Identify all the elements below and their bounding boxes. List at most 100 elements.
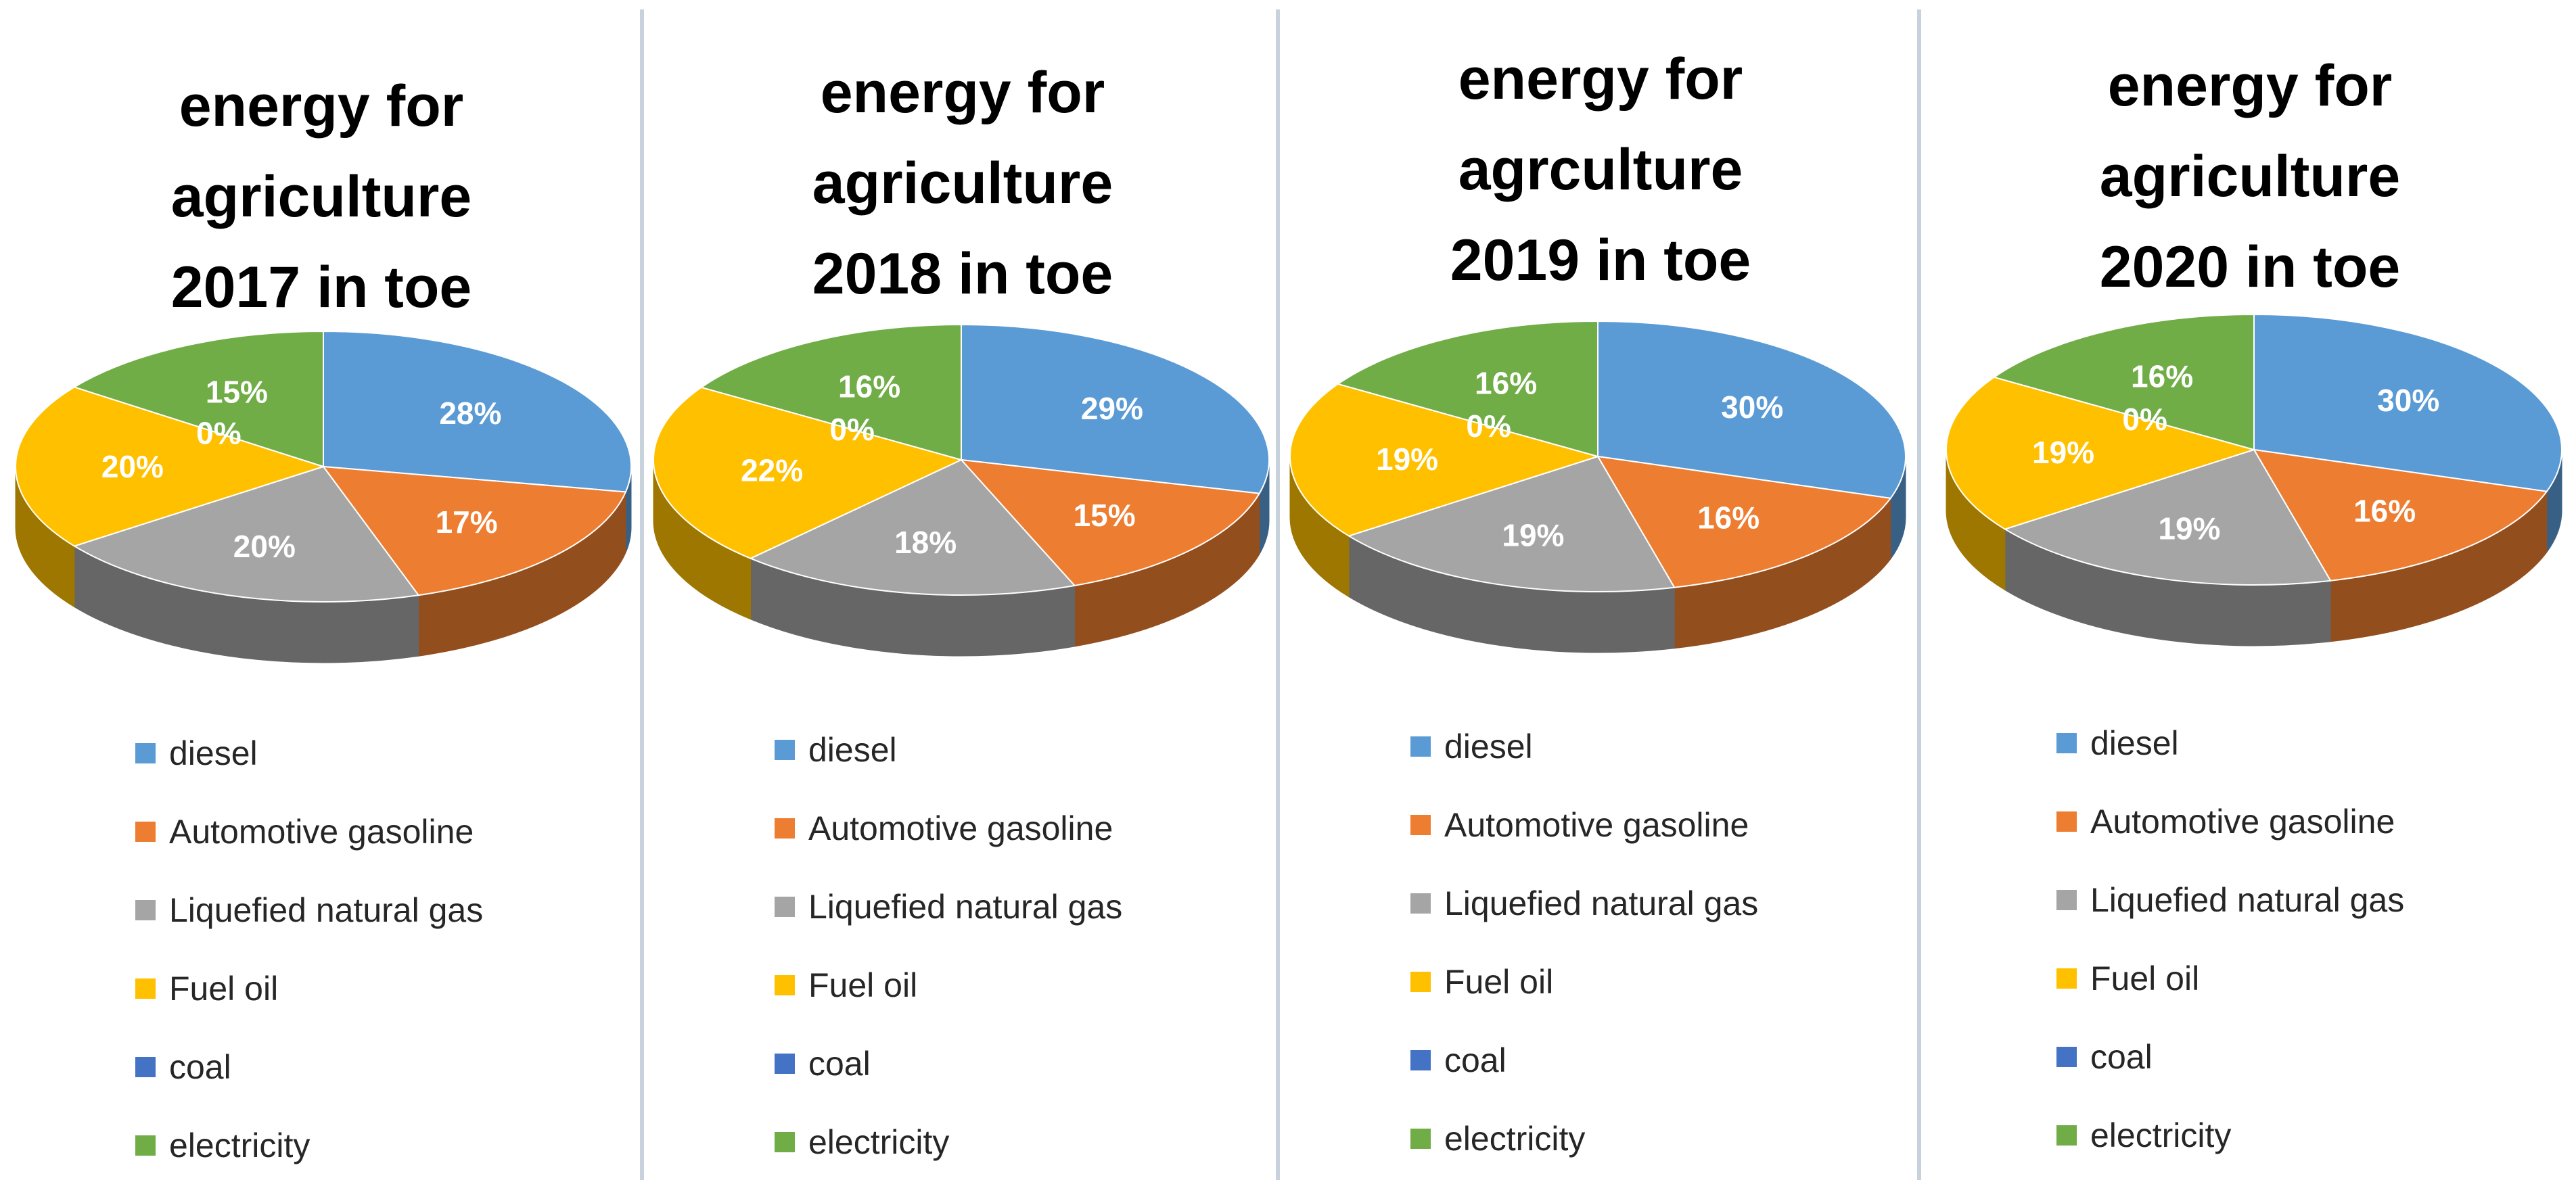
chart-title-line: 2017 in toe xyxy=(170,255,472,320)
data-label-diesel: 30% xyxy=(2377,383,2439,418)
legend-label: Fuel oil xyxy=(808,966,918,1004)
pie-slice-automotive-gasoline xyxy=(1596,455,1892,588)
chart-title-line: 2020 in toe xyxy=(2099,235,2401,300)
legend-item-liquefied-natural-gas: Liquefied natural gas xyxy=(2056,880,2404,920)
legend-label: Automotive gasoline xyxy=(808,809,1113,847)
pie-slice-liquefied-natural-gas xyxy=(2003,448,2332,586)
data-label-coal: 0% xyxy=(2122,402,2167,437)
legend-item-electricity: electricity xyxy=(775,1123,949,1162)
legend-item-liquefied-natural-gas: Liquefied natural gas xyxy=(135,891,483,930)
legend-swatch xyxy=(135,743,156,763)
legend-swatch xyxy=(2056,811,2077,832)
panel-divider xyxy=(640,9,644,1180)
legend-swatch xyxy=(2056,1125,2077,1146)
legend-item-coal: coal xyxy=(2056,1037,2153,1077)
pie-slice-fuel-oil xyxy=(1289,383,1601,537)
legend-label: Liquefied natural gas xyxy=(808,888,1123,926)
pie-slice-liquefied-natural-gas xyxy=(72,465,420,603)
legend-label: diesel xyxy=(169,734,258,772)
legend-item-electricity: electricity xyxy=(2056,1116,2231,1155)
legend-item-liquefied-natural-gas: Liquefied natural gas xyxy=(775,887,1122,926)
legend-swatch xyxy=(135,1135,156,1156)
data-label-electricity: 16% xyxy=(838,369,900,404)
legend-item-automotive-gasoline: Automotive gasoline xyxy=(775,809,1113,848)
legend-swatch xyxy=(775,740,795,760)
legend-label: coal xyxy=(808,1045,871,1083)
legend-swatch xyxy=(1410,972,1431,992)
legend-swatch xyxy=(775,818,795,839)
pie-slice-diesel xyxy=(1597,320,1906,499)
legend-swatch xyxy=(135,1057,156,1077)
pie-slice-electricity xyxy=(1336,320,1598,458)
legend-swatch xyxy=(1410,1129,1431,1149)
pie-slice-electricity xyxy=(1992,313,2255,451)
legend-item-diesel: diesel xyxy=(2056,724,2179,763)
legend-item-fuel-oil: Fuel oil xyxy=(135,969,278,1008)
legend-swatch xyxy=(775,1054,795,1074)
panel-divider xyxy=(1276,9,1280,1180)
chart-title-line: energy for xyxy=(820,60,1105,125)
chart-title-line: energy for xyxy=(179,74,464,139)
legend-label: Fuel oil xyxy=(2090,960,2200,997)
legend-label: Liquefied natural gas xyxy=(1444,884,1759,922)
chart-title-line: 2019 in toe xyxy=(1450,228,1751,293)
legend-swatch xyxy=(1410,736,1431,757)
chart-title: energy for agrculture 2019 in toe xyxy=(1283,34,1918,306)
legend-item-electricity: electricity xyxy=(1410,1119,1585,1158)
legend-label: Fuel oil xyxy=(169,970,279,1008)
data-label-electricity: 16% xyxy=(2131,358,2193,394)
data-label-liquefied-natural-gas: 20% xyxy=(233,529,296,564)
chart-title-line: agriculture xyxy=(812,151,1113,216)
pie-slice-diesel xyxy=(323,330,632,493)
legend-label: electricity xyxy=(808,1123,950,1161)
legend-label: Automotive gasoline xyxy=(1444,806,1749,844)
legend-item-fuel-oil: Fuel oil xyxy=(1410,962,1553,1001)
chart-title: energy for agriculture 2020 in toe xyxy=(1924,41,2576,312)
legend-swatch xyxy=(135,900,156,920)
pie-slice-electricity xyxy=(699,323,962,461)
data-label-automotive-gasoline: 15% xyxy=(1074,498,1136,533)
data-label-electricity: 16% xyxy=(1475,365,1537,400)
legend-label: electricity xyxy=(1444,1120,1586,1158)
data-label-automotive-gasoline: 16% xyxy=(1697,500,1760,535)
legend-item-automotive-gasoline: Automotive gasoline xyxy=(1410,805,1749,845)
legend-label: Automotive gasoline xyxy=(169,813,474,851)
legend-swatch xyxy=(2056,1047,2077,1067)
legend-label: diesel xyxy=(808,731,897,769)
data-label-automotive-gasoline: 17% xyxy=(436,504,498,540)
legend-label: diesel xyxy=(1444,728,1533,765)
legend-label: Automotive gasoline xyxy=(2090,803,2395,841)
chart-title: energy for agriculture 2018 in toe xyxy=(648,47,1277,319)
legend-swatch xyxy=(775,975,795,995)
legend-swatch xyxy=(775,1132,795,1152)
data-label-diesel: 29% xyxy=(1081,391,1143,426)
legend-label: coal xyxy=(2090,1038,2153,1076)
panel-divider xyxy=(1917,9,1921,1180)
data-label-coal: 0% xyxy=(829,412,874,447)
pie-slice-diesel xyxy=(961,323,1270,494)
legend-item-liquefied-natural-gas: Liquefied natural gas xyxy=(1410,884,1758,923)
pie-slice-liquefied-natural-gas xyxy=(1347,455,1676,592)
legend-swatch xyxy=(1410,815,1431,835)
legend-label: diesel xyxy=(2090,724,2179,762)
legend-label: coal xyxy=(169,1048,231,1086)
data-label-diesel: 30% xyxy=(1721,390,1783,425)
legend-swatch xyxy=(1410,893,1431,914)
pie-slice-diesel xyxy=(2253,313,2562,492)
chart-title-line: agriculture xyxy=(170,164,472,229)
chart-title-line: energy for xyxy=(1458,47,1743,112)
data-label-fuel-oil: 19% xyxy=(2032,435,2094,470)
chart-title-line: 2018 in toe xyxy=(812,241,1113,306)
legend-swatch xyxy=(135,978,156,999)
legend-item-fuel-oil: Fuel oil xyxy=(775,966,917,1005)
pie-slice-liquefied-natural-gas xyxy=(749,458,1076,596)
chart-title-line: agriculture xyxy=(2099,144,2401,209)
data-label-fuel-oil: 20% xyxy=(101,449,164,484)
pie-slice-automotive-gasoline xyxy=(321,465,627,596)
legend-item-diesel: diesel xyxy=(1410,727,1533,766)
legend-item-fuel-oil: Fuel oil xyxy=(2056,959,2199,998)
data-label-fuel-oil: 19% xyxy=(1376,442,1438,477)
